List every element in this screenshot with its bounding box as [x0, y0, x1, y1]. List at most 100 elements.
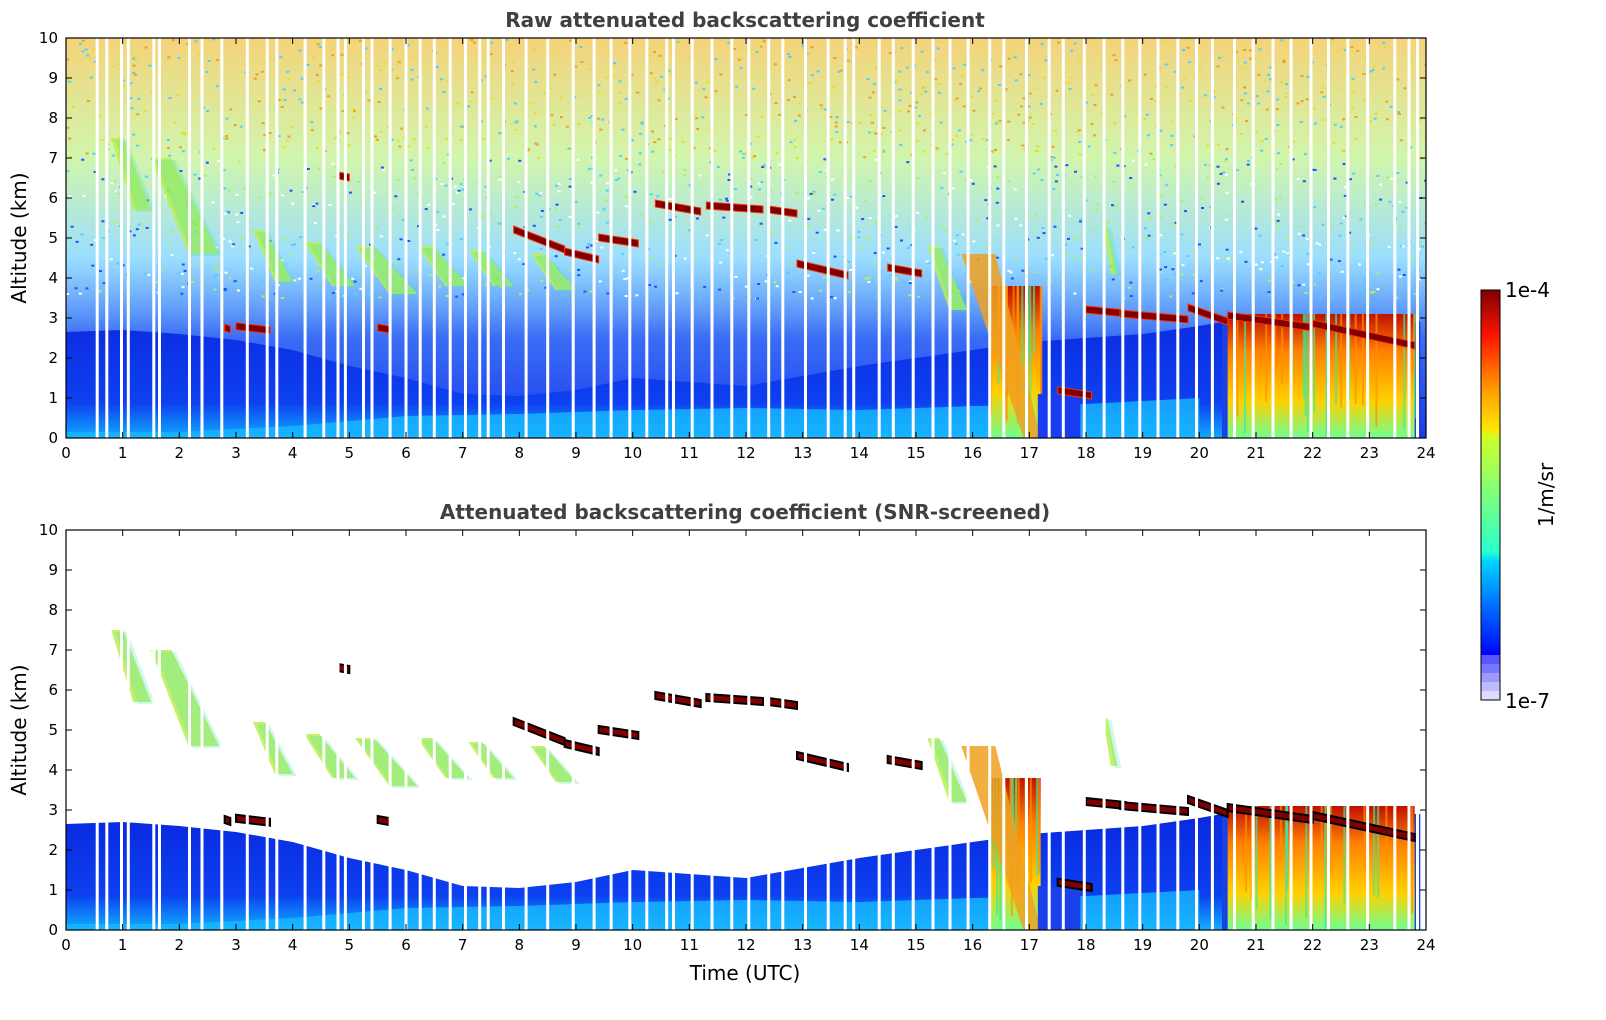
noise-speckle — [495, 288, 499, 291]
noise-speckle — [775, 285, 779, 288]
noise-speckle — [555, 267, 559, 270]
noise-speckle — [1158, 174, 1162, 177]
noise-speckle — [132, 133, 136, 136]
noise-speckle — [129, 97, 133, 100]
noise-speckle — [872, 82, 876, 85]
noise-speckle — [352, 108, 356, 111]
noise-speckle — [1254, 263, 1258, 266]
noise-speckle — [568, 147, 572, 150]
noise-speckle — [623, 278, 627, 280]
noise-speckle — [704, 96, 708, 99]
noise-speckle — [961, 74, 965, 77]
noise-speckle — [1363, 99, 1367, 102]
noise-speckle — [1087, 145, 1091, 148]
noise-speckle — [916, 295, 920, 298]
noise-speckle — [835, 131, 839, 133]
noise-speckle — [1339, 125, 1343, 128]
noise-speckle — [166, 139, 170, 141]
noise-speckle — [1125, 245, 1129, 248]
noise-speckle — [442, 253, 446, 256]
noise-speckle — [489, 41, 493, 44]
precip-streak — [1286, 806, 1288, 891]
noise-speckle — [280, 259, 284, 262]
noise-speckle — [497, 175, 501, 178]
precip-streak — [1245, 806, 1248, 892]
noise-speckle — [1032, 172, 1036, 175]
noise-speckle — [1342, 118, 1346, 121]
noise-speckle — [597, 84, 601, 87]
x-tick-label: 15 — [906, 936, 925, 954]
noise-speckle — [812, 190, 816, 193]
noise-speckle — [453, 185, 457, 188]
noise-speckle — [539, 247, 543, 250]
noise-speckle — [733, 48, 737, 51]
data-gap — [911, 530, 915, 930]
noise-speckle — [630, 73, 634, 76]
noise-speckle — [1080, 247, 1084, 250]
noise-speckle — [908, 280, 912, 283]
noise-speckle — [986, 139, 990, 142]
noise-speckle — [207, 60, 211, 62]
raw-y-axis-label: Altitude (km) — [7, 172, 31, 303]
noise-speckle — [1200, 197, 1204, 200]
noise-speckle — [833, 57, 837, 60]
noise-speckle — [298, 98, 302, 101]
noise-speckle — [353, 110, 356, 113]
noise-speckle — [1240, 99, 1244, 102]
noise-speckle — [1174, 165, 1178, 168]
virga-streak — [253, 722, 293, 774]
surface-aerosol-layer — [66, 398, 1200, 438]
noise-speckle — [586, 246, 590, 249]
noise-speckle — [1350, 46, 1354, 48]
precip-streak — [1029, 286, 1032, 410]
noise-speckle — [1064, 243, 1068, 246]
noise-speckle — [867, 237, 871, 240]
data-gap — [388, 530, 392, 930]
data-gap — [1251, 530, 1255, 930]
noise-speckle — [228, 189, 231, 192]
precip-streak — [1340, 314, 1343, 408]
noise-speckle — [112, 221, 116, 224]
noise-speckle — [1113, 122, 1117, 125]
noise-speckle — [577, 123, 581, 126]
noise-speckle — [952, 67, 956, 70]
noise-speckle — [1022, 97, 1026, 100]
noise-speckle — [79, 43, 82, 46]
noise-speckle — [713, 150, 717, 153]
noise-speckle — [617, 177, 621, 180]
noise-speckle — [180, 272, 184, 275]
noise-speckle — [505, 38, 509, 41]
noise-speckle — [549, 87, 553, 90]
data-gap — [1082, 530, 1086, 930]
noise-speckle — [1424, 135, 1426, 138]
noise-speckle — [411, 168, 414, 171]
noise-speckle — [1007, 120, 1011, 123]
noise-speckle — [315, 147, 319, 150]
noise-speckle — [576, 158, 580, 161]
noise-speckle — [1110, 93, 1114, 96]
noise-speckle — [511, 62, 514, 64]
noise-speckle — [589, 290, 593, 293]
noise-speckle — [718, 242, 721, 245]
noise-speckle — [261, 280, 265, 283]
noise-speckle — [401, 218, 405, 221]
noise-speckle — [277, 135, 281, 138]
noise-speckle — [434, 177, 438, 180]
noise-speckle — [677, 42, 681, 44]
noise-speckle — [289, 253, 293, 256]
noise-speckle — [907, 110, 910, 113]
noise-speckle — [957, 129, 961, 132]
noise-speckle — [1079, 220, 1082, 223]
noise-speckle — [668, 71, 672, 74]
noise-speckle — [290, 126, 293, 129]
noise-speckle — [397, 258, 401, 261]
noise-speckle — [653, 77, 657, 80]
noise-speckle — [98, 114, 101, 117]
noise-speckle — [640, 121, 644, 124]
noise-speckle — [1147, 234, 1151, 237]
noise-speckle — [621, 252, 625, 255]
noise-speckle — [1373, 203, 1377, 206]
virga-streak-edge — [534, 748, 580, 784]
noise-speckle — [407, 240, 411, 242]
noise-speckle — [484, 185, 488, 188]
